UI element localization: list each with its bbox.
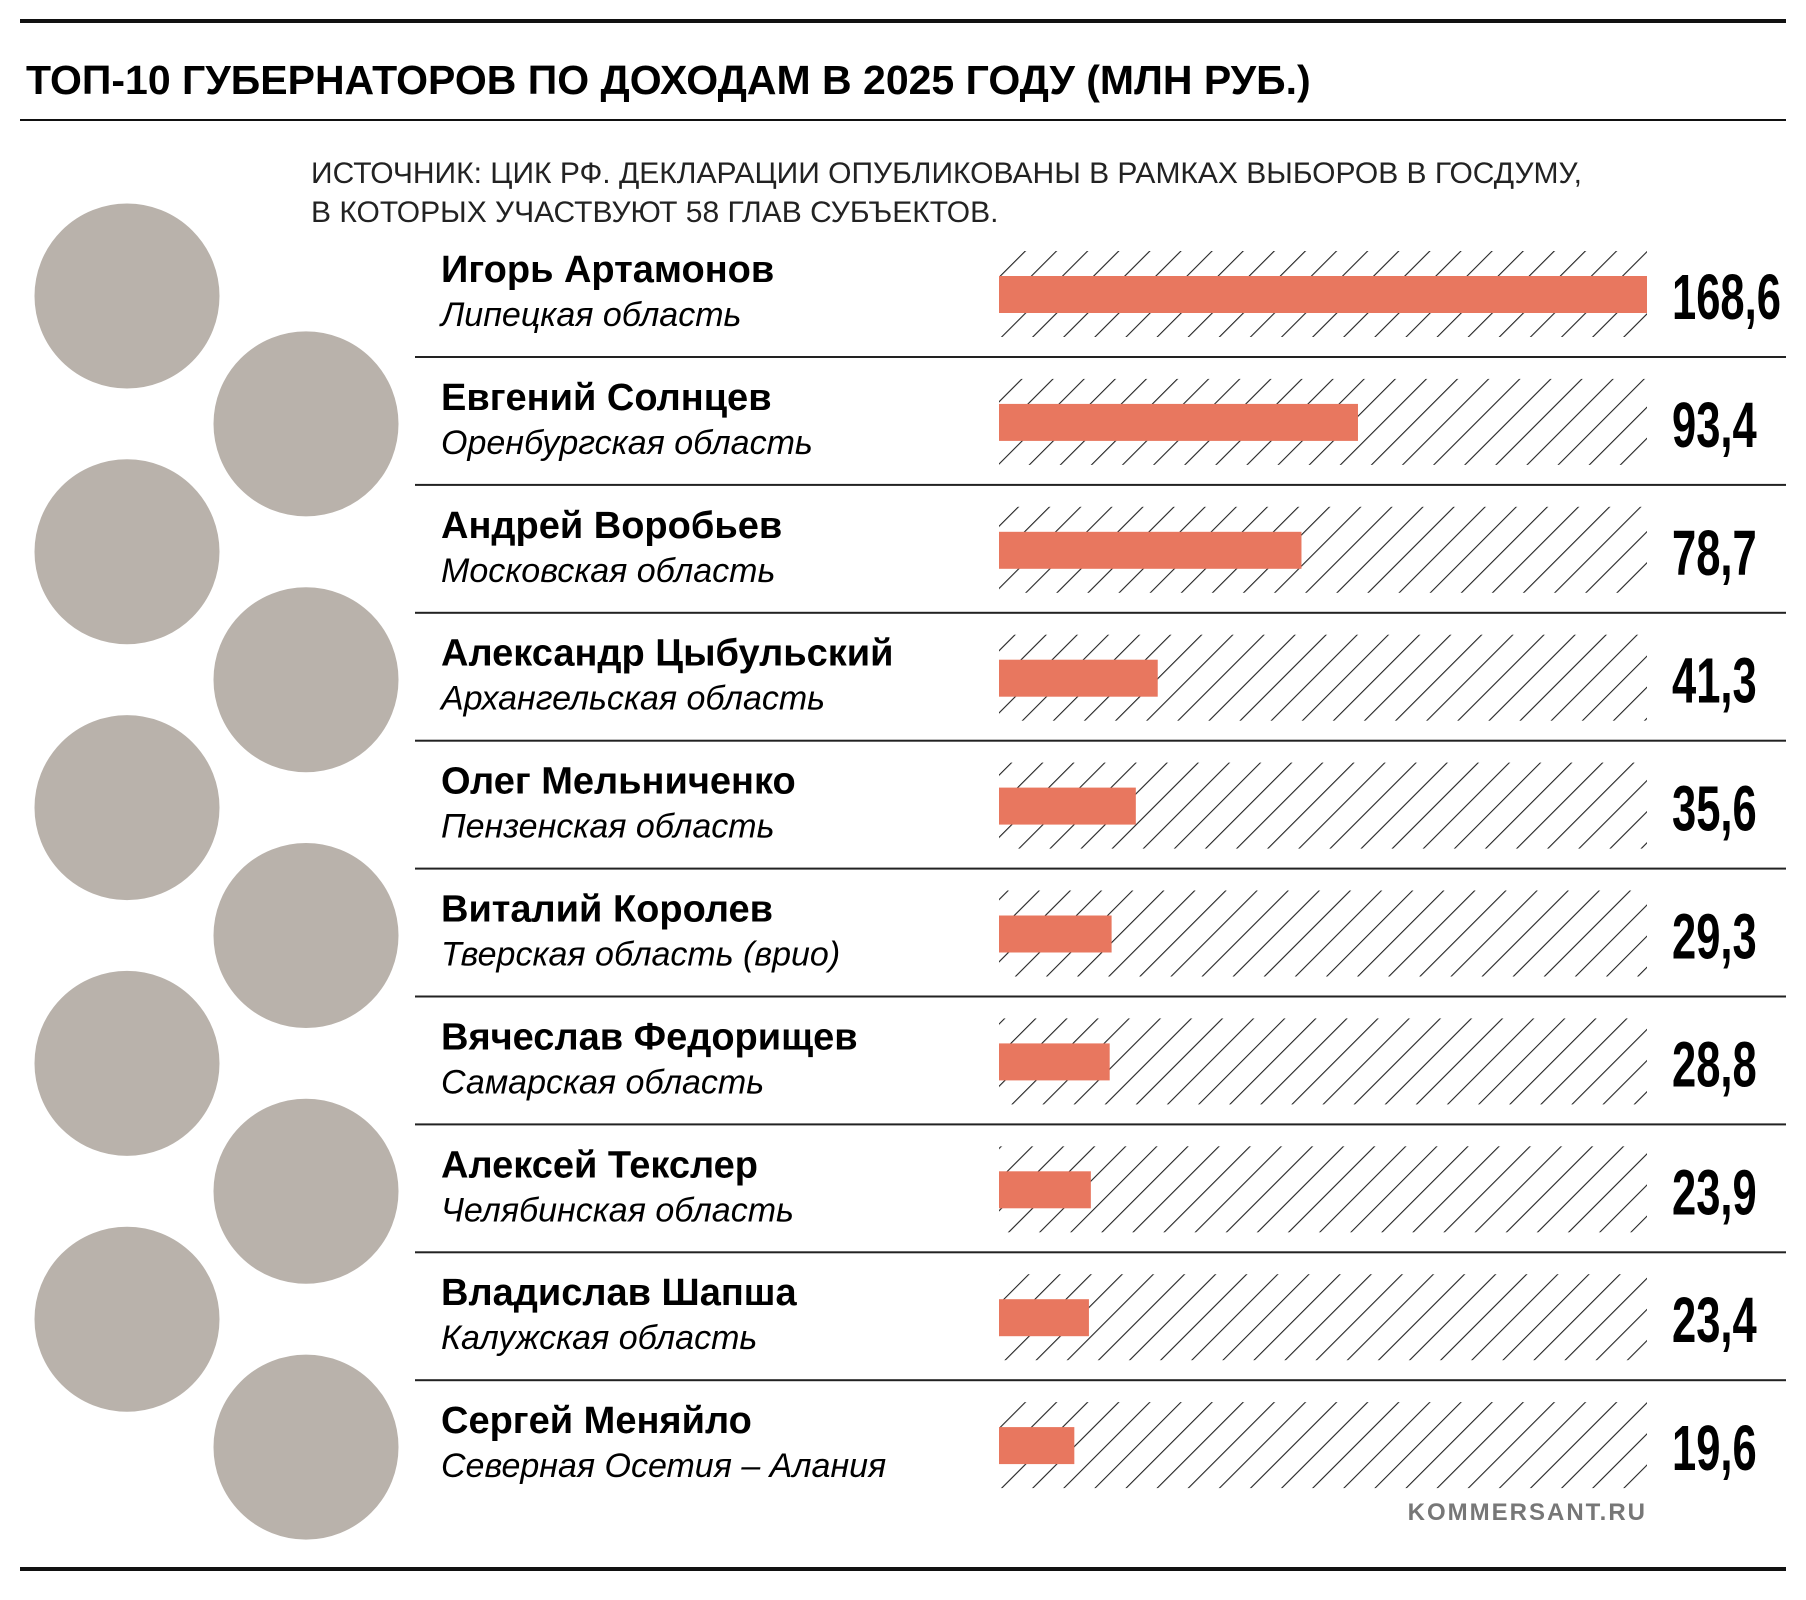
- top-rule: [20, 19, 1786, 23]
- row-rule: [415, 867, 1786, 870]
- bar: [999, 1427, 1075, 1465]
- region: Самарская область: [441, 1063, 764, 1101]
- governor-name: Олег Мельниченко: [441, 761, 796, 803]
- governor-name: Евгений Солнцев: [441, 377, 772, 419]
- value-label: 93,4: [1672, 388, 1757, 461]
- governor-name: Виталий Королев: [441, 889, 773, 931]
- value-label: 35,6: [1672, 772, 1757, 845]
- bar: [999, 915, 1112, 953]
- bar: [999, 276, 1647, 313]
- region: Северная Осетия – Алания: [441, 1447, 886, 1485]
- title-rule: [20, 119, 1786, 121]
- governor-name: Алексей Текслер: [441, 1144, 758, 1186]
- value-label: 19,6: [1672, 1412, 1757, 1485]
- track: [999, 1402, 1647, 1489]
- row-rule: [415, 356, 1786, 358]
- row-rule: [415, 611, 1786, 614]
- row-rule: [415, 1379, 1786, 1382]
- governor-name: Владислав Шапша: [441, 1272, 797, 1314]
- credit: KOMMERSANT.RU: [1408, 1499, 1647, 1526]
- region: Тверская область (врио): [441, 936, 840, 974]
- governor-name: Андрей Воробьев: [441, 505, 782, 547]
- portrait: [210, 840, 402, 1031]
- subtitle: ИСТОЧНИК: ЦИК РФ. ДЕКЛАРАЦИИ ОПУБЛИКОВАН…: [311, 157, 1582, 190]
- value-label: 168,6: [1672, 261, 1781, 334]
- bottom-rule: [20, 1567, 1786, 1571]
- value-label: 29,3: [1672, 900, 1757, 973]
- track: [999, 1146, 1647, 1233]
- bar: [999, 659, 1158, 697]
- governor-name: Сергей Меняйло: [441, 1400, 752, 1442]
- portrait: [31, 967, 223, 1159]
- region: Челябинская область: [441, 1191, 794, 1229]
- portrait: [210, 1351, 402, 1543]
- governor-name: Игорь Артамонов: [441, 249, 774, 291]
- value-label: 41,3: [1672, 644, 1757, 717]
- row-rule: [415, 483, 1786, 486]
- bar: [999, 787, 1136, 825]
- bar: [999, 1299, 1089, 1337]
- portrait: [210, 328, 402, 520]
- row-rule: [415, 1251, 1786, 1254]
- subtitle: В КОТОРЫХ УЧАСТВУЮТ 58 ГЛАВ СУБЪЕКТОВ.: [311, 196, 998, 229]
- bar: [999, 403, 1358, 441]
- bar: [999, 1043, 1110, 1081]
- value-label: 28,8: [1672, 1028, 1757, 1101]
- region: Калужская область: [441, 1319, 757, 1357]
- region: Оренбургская область: [441, 424, 813, 462]
- chart-title: ТОП-10 ГУБЕРНАТОРОВ ПО ДОХОДАМ В 2025 ГО…: [26, 57, 1311, 103]
- region: Московская область: [441, 552, 775, 590]
- track: [999, 1274, 1647, 1361]
- row-rule: [415, 1123, 1786, 1126]
- bar: [999, 531, 1302, 569]
- region: Липецкая область: [439, 296, 741, 334]
- portrait: [210, 1095, 402, 1287]
- row-rule: [415, 739, 1786, 742]
- row-rule: [415, 995, 1786, 998]
- governor-name: Александр Цыбульский: [441, 633, 894, 675]
- portrait: [31, 712, 223, 904]
- portrait: [31, 200, 223, 392]
- value-label: 23,9: [1672, 1156, 1757, 1229]
- bar: [999, 1171, 1091, 1209]
- portrait: [31, 1223, 223, 1415]
- portrait: [31, 456, 223, 648]
- region: Пензенская область: [441, 808, 774, 846]
- region: Архангельская область: [439, 680, 825, 718]
- value-label: 23,4: [1672, 1284, 1757, 1357]
- governor-name: Вячеслав Федорищев: [441, 1016, 858, 1058]
- value-label: 78,7: [1672, 516, 1757, 589]
- portrait: [210, 584, 402, 776]
